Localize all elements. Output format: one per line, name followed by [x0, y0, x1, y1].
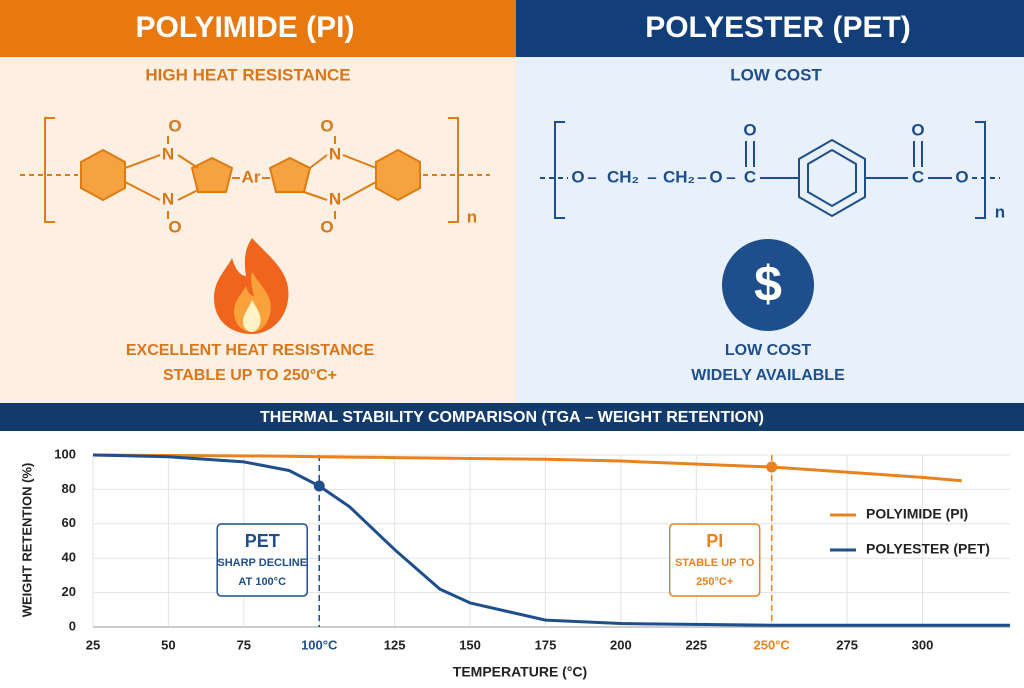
x-tick-label: 250°C: [754, 637, 791, 652]
atom: Ar: [242, 167, 261, 186]
atom: O: [320, 116, 333, 135]
bond: –: [697, 167, 706, 186]
atom: O: [955, 167, 968, 186]
pi-title: POLYIMIDE (PI): [136, 11, 355, 44]
pi-header: [0, 0, 516, 57]
annotation-text: SHARP DECLINE: [217, 557, 307, 569]
atom: O: [320, 217, 333, 236]
y-tick-label: 80: [62, 481, 76, 496]
pi-structure: [20, 117, 490, 223]
pet-subtitle: LOW COST: [730, 65, 822, 84]
atom: O: [709, 167, 722, 186]
annotation-text: 250°C+: [696, 576, 733, 588]
flame-icon: [214, 238, 289, 334]
x-tick-label: 175: [535, 637, 557, 652]
atom: CH₂: [607, 167, 639, 186]
x-axis-label: TEMPERATURE (°C): [453, 664, 587, 680]
x-tick-label: 300: [912, 637, 934, 652]
series-line: [92, 453, 1010, 627]
atom: O: [571, 167, 584, 186]
annotation-title: PET: [245, 531, 280, 551]
x-tick-label: 150: [459, 637, 481, 652]
feature: STABLE UP TO 250°C+: [163, 367, 337, 384]
atom: N: [329, 144, 341, 163]
series-line: [92, 453, 962, 483]
legend-label: POLYESTER (PET): [866, 541, 990, 557]
atom: CH₂: [663, 167, 695, 186]
x-tick-label: 125: [384, 637, 406, 652]
atom: C: [744, 167, 756, 186]
dollar-icon: [722, 239, 814, 331]
bond: –: [647, 167, 656, 186]
feature: LOW COST: [725, 342, 811, 359]
feature: WIDELY AVAILABLE: [691, 367, 845, 384]
bond: –: [726, 167, 735, 186]
pet-panel: [516, 0, 1024, 403]
atom: O: [911, 120, 924, 139]
atom: C: [912, 167, 924, 186]
y-tick-label: 60: [62, 515, 76, 530]
annotation-text: STABLE UP TO: [675, 557, 755, 569]
chart-title: THERMAL STABILITY COMPARISON (TGA – WEIG…: [260, 409, 764, 426]
pi-panel: [0, 0, 516, 403]
x-tick-label: 50: [161, 637, 175, 652]
y-axis-label: WEIGHT RETENTION (%): [19, 463, 34, 618]
y-tick-label: 100: [54, 446, 76, 461]
x-tick-label: 225: [685, 637, 707, 652]
atom: N: [162, 144, 174, 163]
annotation-box: [668, 523, 761, 597]
highlight-point: [766, 461, 778, 473]
x-tick-label: 25: [86, 637, 100, 652]
x-tick-label: 75: [237, 637, 251, 652]
annotation-text: AT 100°C: [238, 576, 286, 588]
x-tick-label: 275: [836, 637, 858, 652]
dollar-sign: $: [754, 256, 782, 312]
bond: –: [587, 167, 596, 186]
repeat-unit: n: [995, 202, 1005, 221]
chart-area: [0, 431, 1024, 683]
pet-header: [516, 0, 1024, 57]
y-tick-label: 20: [62, 584, 76, 599]
legend-label: POLYIMIDE (PI): [866, 506, 968, 522]
pet-title: POLYESTER (PET): [645, 11, 911, 44]
feature: EXCELLENT HEAT RESISTANCE: [126, 342, 375, 359]
atom: N: [162, 189, 174, 208]
pet-structure: [540, 121, 1000, 219]
atom: O: [168, 116, 181, 135]
pi-subtitle: HIGH HEAT RESISTANCE: [145, 65, 350, 84]
chart-title-band: [0, 403, 1024, 431]
highlight-point: [313, 480, 325, 492]
x-tick-label: 200: [610, 637, 632, 652]
atom: O: [168, 217, 181, 236]
annotation-box: [216, 523, 308, 597]
atom: O: [743, 120, 756, 139]
annotation-title: PI: [706, 531, 723, 551]
repeat-unit: n: [467, 207, 477, 226]
y-tick-label: 40: [62, 550, 76, 565]
x-tick-label: 100°C: [301, 637, 338, 652]
atom: N: [329, 189, 341, 208]
y-tick-label: 0: [69, 618, 76, 633]
